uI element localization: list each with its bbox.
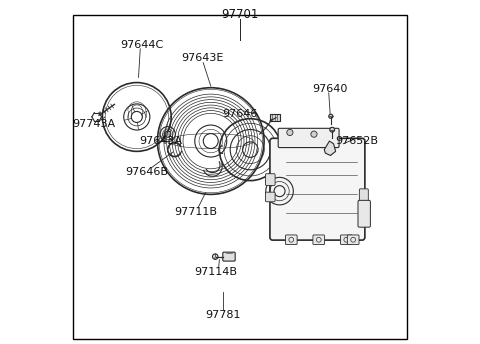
Circle shape [329, 114, 333, 118]
FancyBboxPatch shape [265, 174, 275, 185]
Text: 97646B: 97646B [125, 167, 168, 177]
Circle shape [330, 127, 335, 132]
Text: 97711B: 97711B [174, 206, 217, 217]
Text: 97643A: 97643A [139, 136, 182, 146]
Text: 97781: 97781 [205, 310, 240, 320]
Polygon shape [324, 141, 336, 155]
FancyBboxPatch shape [286, 235, 297, 245]
Circle shape [287, 129, 293, 136]
FancyBboxPatch shape [313, 235, 324, 245]
Text: 97640: 97640 [312, 84, 347, 95]
FancyBboxPatch shape [223, 252, 235, 261]
FancyBboxPatch shape [270, 138, 365, 240]
Text: 97644C: 97644C [120, 40, 164, 50]
FancyBboxPatch shape [278, 128, 339, 148]
Text: 97743A: 97743A [72, 119, 115, 129]
FancyBboxPatch shape [348, 235, 359, 245]
Circle shape [166, 132, 169, 136]
Text: 97643E: 97643E [181, 53, 223, 64]
Text: 97114B: 97114B [194, 267, 238, 277]
FancyBboxPatch shape [360, 189, 368, 205]
Text: 97652B: 97652B [336, 136, 378, 146]
Text: 97701: 97701 [221, 8, 259, 21]
Circle shape [311, 131, 317, 137]
Circle shape [213, 254, 218, 259]
FancyBboxPatch shape [270, 114, 280, 121]
FancyBboxPatch shape [358, 200, 371, 227]
FancyBboxPatch shape [265, 192, 275, 202]
Text: 97646: 97646 [222, 108, 258, 119]
FancyBboxPatch shape [340, 235, 352, 245]
